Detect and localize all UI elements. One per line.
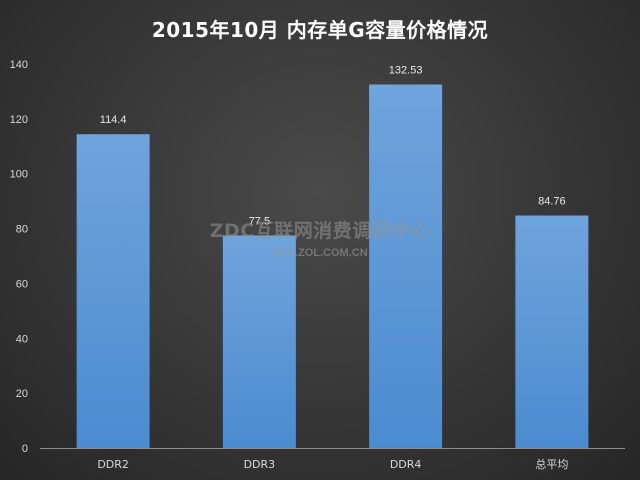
bar-DDR2: [76, 134, 150, 448]
data-labels: 114.4 77.5 132.53 84.76: [100, 64, 566, 227]
y-tick-label: 40: [16, 333, 28, 345]
data-label: 132.53: [389, 64, 423, 76]
x-tick-label: 总平均: [535, 457, 568, 471]
bar-DDR4: [369, 84, 443, 449]
bars: [76, 84, 589, 449]
y-tick-label: 140: [10, 59, 28, 71]
x-axis: DDR2 DDR3 DDR4 总平均: [97, 457, 568, 471]
data-label: 114.4: [100, 114, 127, 126]
y-tick-label: 20: [16, 388, 28, 400]
bar-DDR3: [222, 235, 296, 448]
watermark-text: ZDC互联网消费调研中心: [209, 220, 431, 242]
y-axis: 0 20 40 60 80 100 120 140: [10, 59, 28, 455]
bar-总平均: [515, 215, 589, 448]
watermark-url: ZDC.ZOL.COM.CN: [272, 247, 368, 259]
y-tick-label: 60: [16, 278, 28, 290]
data-label: 84.76: [538, 196, 566, 208]
y-tick-label: 0: [22, 443, 28, 455]
chart-title: 2015年10月 内存单G容量价格情况: [151, 18, 489, 42]
y-tick-label: 80: [16, 224, 28, 236]
y-tick-label: 120: [10, 114, 28, 126]
x-tick-label: DDR3: [244, 458, 276, 471]
data-label: 77.5: [249, 215, 270, 227]
x-tick-label: DDR4: [390, 458, 422, 471]
y-tick-label: 100: [10, 169, 28, 181]
x-tick-label: DDR2: [97, 458, 129, 471]
